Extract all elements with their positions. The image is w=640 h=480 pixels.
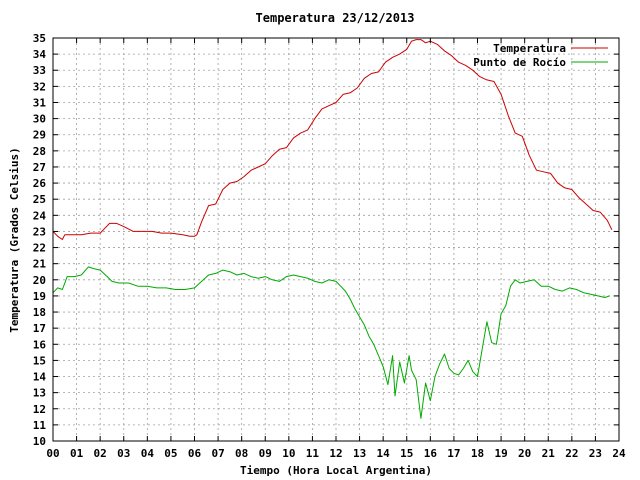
y-tick-label: 31: [33, 96, 47, 109]
y-tick-label: 20: [33, 274, 46, 287]
y-tick-label: 23: [33, 225, 46, 238]
x-tick-label: 12: [329, 447, 342, 460]
y-axis-label: Temperatura (Grados Celsius): [8, 147, 21, 332]
y-tick-label: 22: [33, 242, 46, 255]
x-tick-label: 13: [353, 447, 366, 460]
x-tick-label: 04: [141, 447, 155, 460]
x-tick-label: 20: [518, 447, 531, 460]
x-tick-label: 14: [377, 447, 391, 460]
x-tick-label: 17: [447, 447, 460, 460]
x-tick-label: 07: [211, 447, 224, 460]
x-tick-label: 24: [612, 447, 626, 460]
series-line-punto-de-rocio: [52, 266, 610, 419]
x-tick-label: 03: [117, 447, 130, 460]
axis-ticks: [52, 37, 620, 442]
y-tick-label: 24: [33, 209, 47, 222]
x-tick-label: 15: [400, 447, 413, 460]
y-tick-label: 21: [33, 258, 47, 271]
y-tick-label: 13: [33, 387, 46, 400]
y-tick-label: 27: [33, 161, 46, 174]
y-tick-labels: 10 11 12 13 14 15 16 17 18 19 20 21 22 23 24 25 26 27 28 29…: [33, 32, 47, 448]
y-tick-label: 25: [33, 193, 46, 206]
plot-lines: [52, 39, 613, 419]
y-tick-label: 16: [33, 338, 47, 351]
x-tick-label: 18: [471, 447, 484, 460]
x-axis-label: Tiempo (Hora Local Argentina): [240, 464, 432, 477]
y-tick-label: 19: [33, 290, 46, 303]
x-tick-label: 16: [424, 447, 438, 460]
legend-label-punto-de-rocio: Punto de Rocío: [473, 56, 566, 69]
y-tick-label: 32: [33, 80, 46, 93]
x-tick-label: 00: [46, 447, 59, 460]
x-tick-label: 23: [589, 447, 602, 460]
x-tick-label: 02: [94, 447, 107, 460]
y-tick-label: 10: [33, 435, 46, 448]
x-tick-label: 19: [494, 447, 507, 460]
y-tick-label: 35: [33, 32, 46, 45]
y-tick-label: 28: [33, 145, 46, 158]
x-tick-label: 08: [235, 447, 248, 460]
y-tick-label: 33: [33, 64, 46, 77]
x-tick-labels: 00 01 02 03 04 05 06 07 08 09 10 11 12 13 14 15 16 17 18 19…: [46, 447, 626, 460]
y-tick-label: 34: [33, 48, 47, 61]
x-tick-label: 01: [70, 447, 84, 460]
y-tick-label: 11: [33, 419, 47, 432]
x-tick-label: 22: [565, 447, 578, 460]
y-tick-label: 17: [33, 322, 46, 335]
y-tick-label: 26: [33, 177, 47, 190]
y-tick-label: 30: [33, 113, 46, 126]
x-tick-label: 05: [164, 447, 177, 460]
y-tick-label: 29: [33, 129, 46, 142]
series-line-temperatura: [52, 39, 613, 240]
grid-lines: [53, 38, 619, 441]
legend-label-temperatura: Temperatura: [493, 42, 566, 55]
chart-title: Temperatura 23/12/2013: [256, 11, 415, 25]
x-tick-label: 06: [188, 447, 202, 460]
legend: Temperatura Punto de Rocío: [473, 42, 608, 69]
y-tick-label: 14: [33, 371, 47, 384]
x-tick-label: 10: [282, 447, 295, 460]
y-tick-label: 18: [33, 306, 46, 319]
x-tick-label: 21: [542, 447, 556, 460]
y-tick-label: 12: [33, 403, 46, 416]
x-tick-label: 11: [306, 447, 320, 460]
x-tick-label: 09: [259, 447, 272, 460]
y-tick-label: 15: [33, 354, 46, 367]
